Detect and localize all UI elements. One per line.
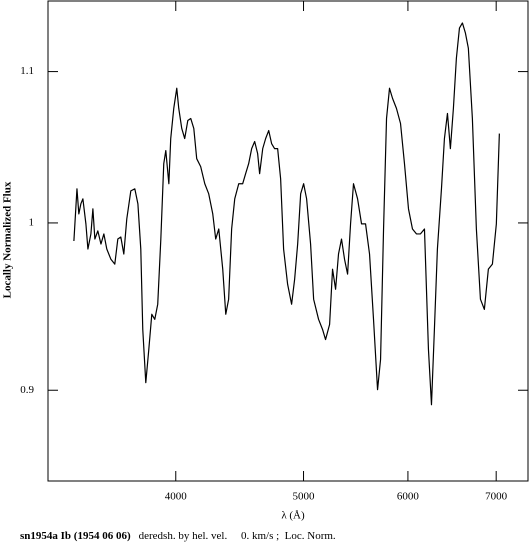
x-tick-label: 4000 [165,491,188,503]
y-tick-label: 0.9 [20,384,34,396]
caption: sn1954a Ib (1954 06 06) deredsh. by hel. … [20,530,336,542]
y-axis-label: Locally Normalized Flux [2,181,14,298]
spectrum-line [73,22,500,406]
y-tick-label: 1.1 [20,65,34,77]
caption-title: sn1954a Ib (1954 06 06) [20,530,131,542]
x-tick-label: 7000 [485,491,508,503]
x-axis-label: λ (Å) [281,510,305,522]
x-tick-label: 5000 [293,491,316,503]
caption-info: deredsh. by hel. vel. 0. km/s ; Loc. Nor… [139,530,336,542]
y-tick-label: 1 [29,216,35,228]
plot-frame [47,0,529,482]
x-tick-label: 6000 [397,491,420,503]
